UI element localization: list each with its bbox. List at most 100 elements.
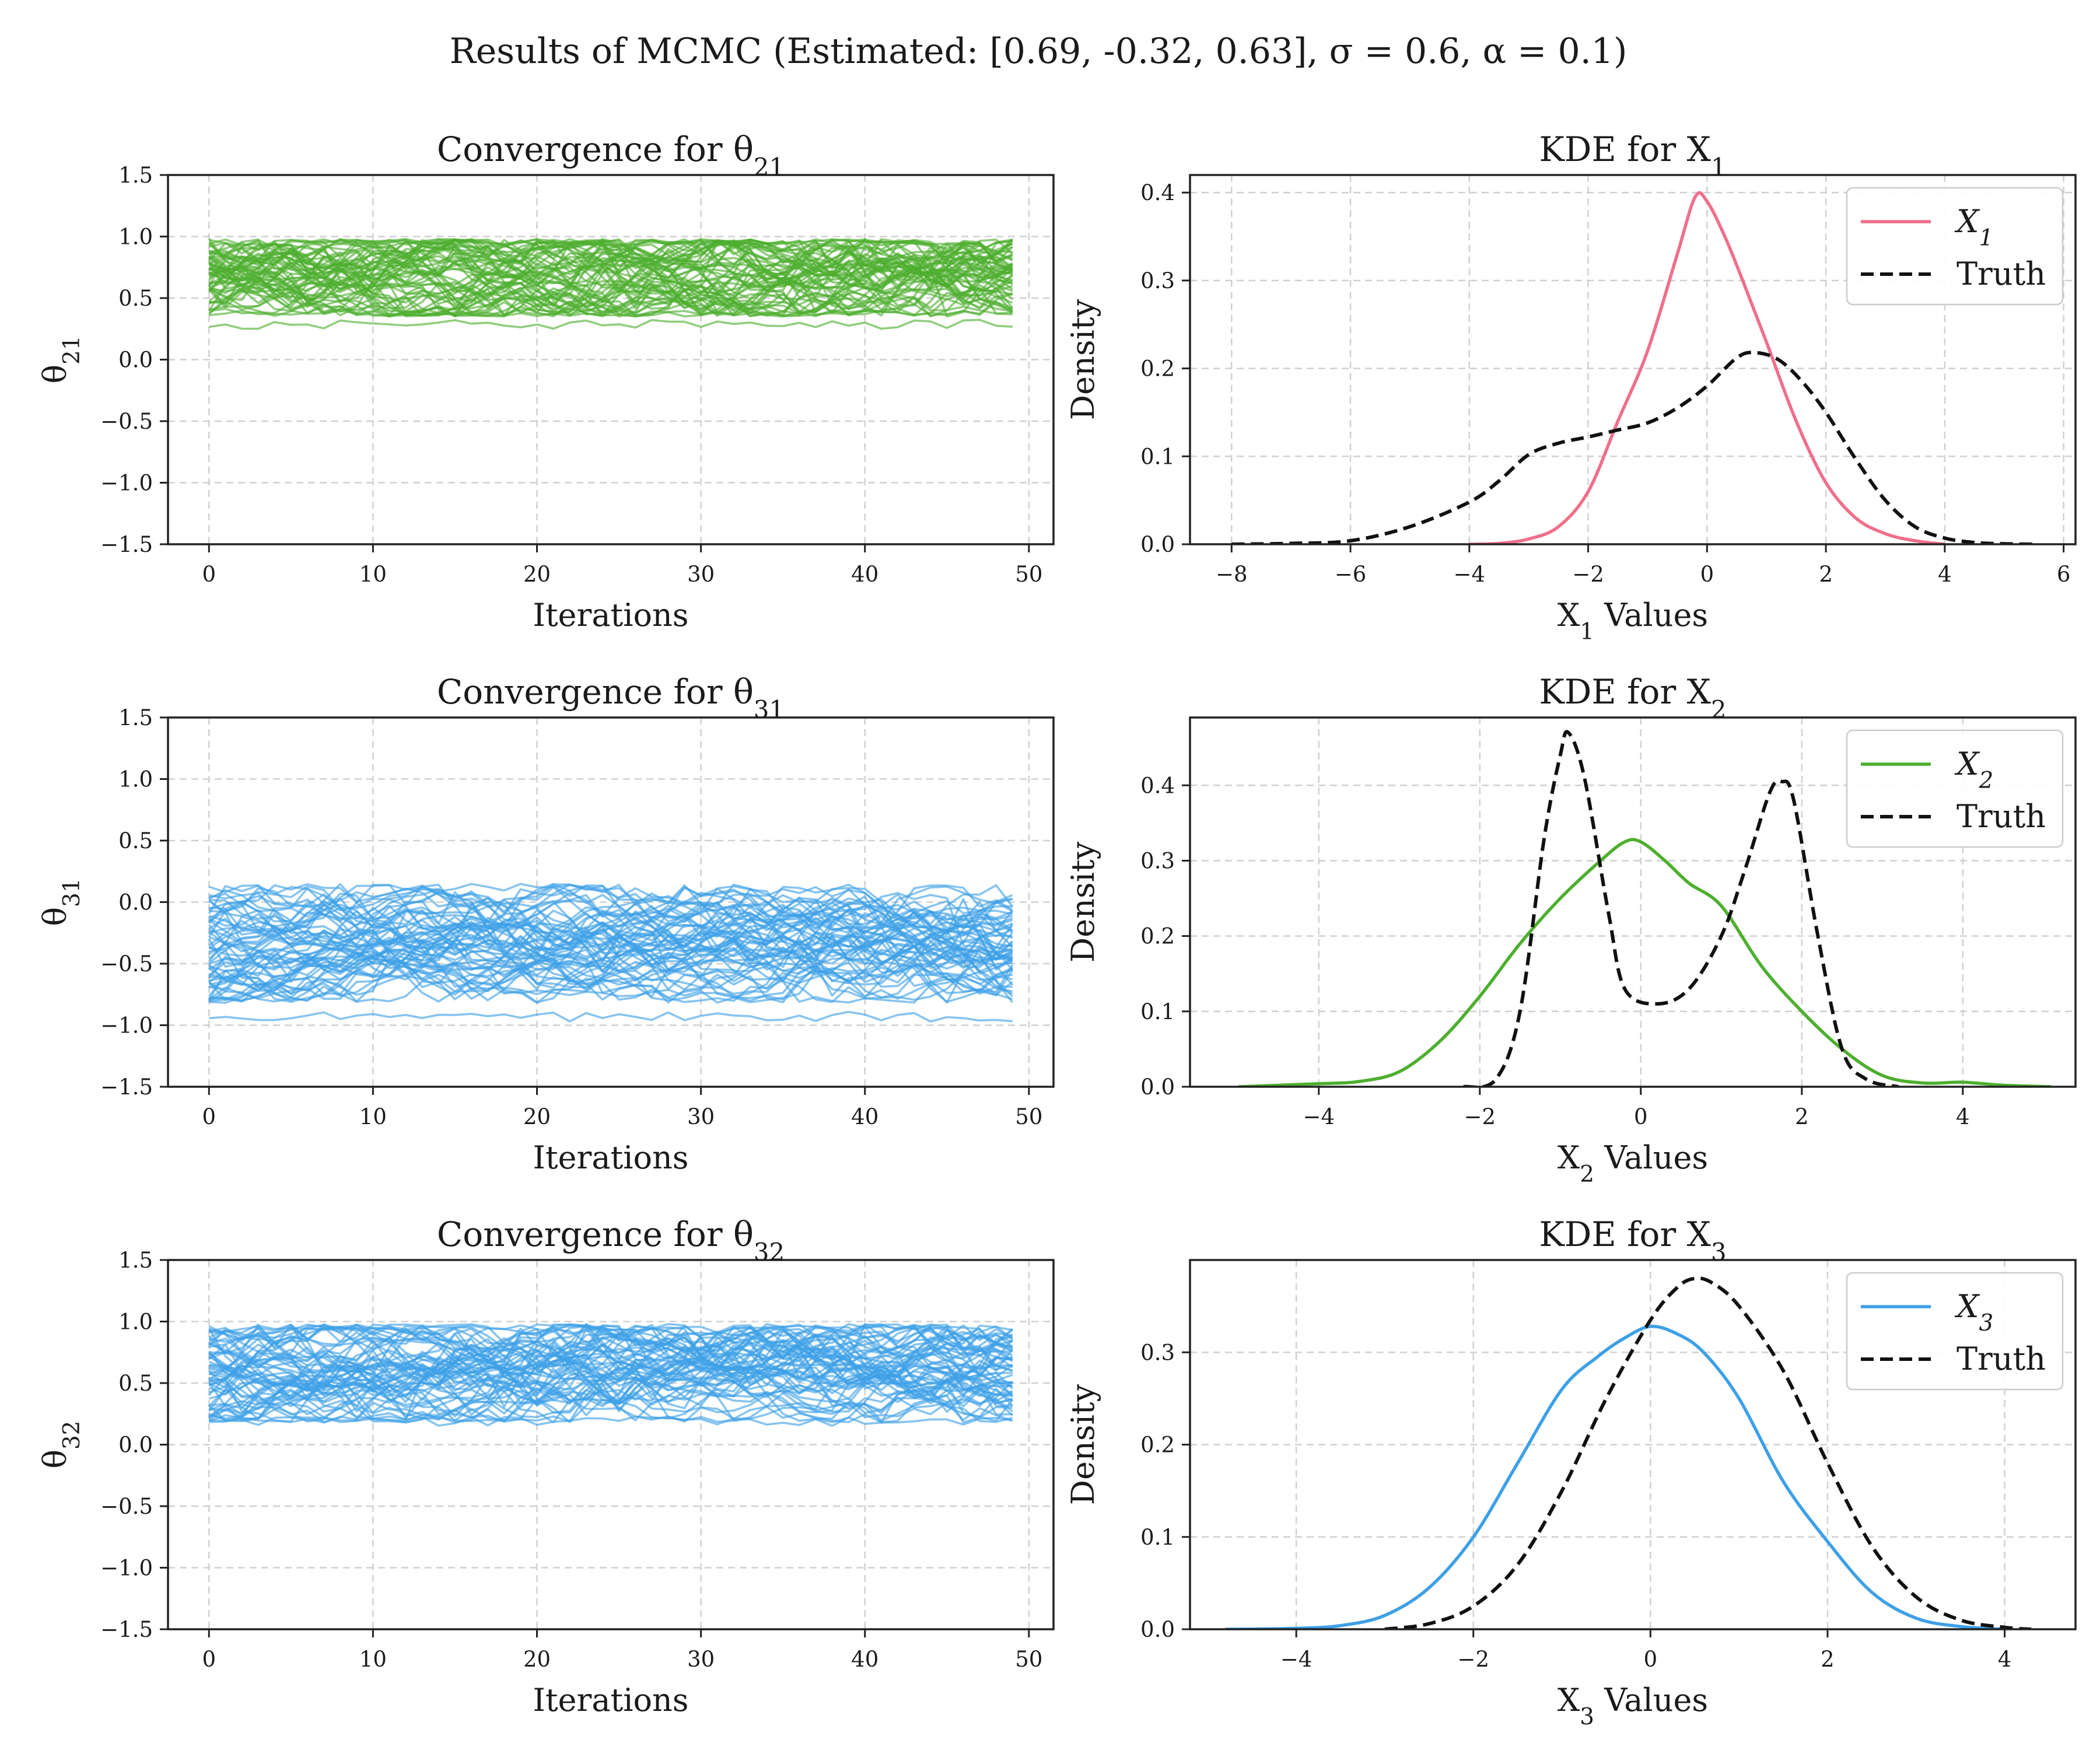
panel-title-subscript: 1 (1711, 153, 1727, 181)
x-tick-label: 40 (851, 562, 878, 587)
x-tick-label: 0 (1644, 1647, 1658, 1672)
x-tick-label: −2 (1464, 1104, 1496, 1129)
panel-title-base: KDE for X (1539, 130, 1711, 169)
x-tick-label: 40 (851, 1104, 878, 1129)
chain-trace (208, 903, 1013, 1002)
x-axis-label-rest: Values (1594, 1139, 1708, 1176)
chain-trace (208, 883, 1014, 967)
x-tick-label: 0 (202, 562, 216, 587)
x-axis-label: Iterations (533, 597, 689, 634)
x-axis-label-base: X (1558, 1682, 1580, 1718)
y-tick-label: 0.5 (118, 286, 153, 311)
x-tick-label: 10 (359, 562, 387, 587)
y-tick-label: −0.5 (100, 951, 153, 977)
chain-trace (208, 238, 1013, 318)
x-axis-label: X1 Values (1558, 597, 1708, 645)
y-tick-label: 1.5 (118, 1248, 153, 1273)
legend: X3 Truth (1846, 1272, 2064, 1391)
y-tick-label: 0.4 (1140, 773, 1175, 798)
legend-label: Truth (1957, 256, 2046, 292)
series-line-truth (1231, 351, 2034, 544)
x-tick-label: 20 (523, 1104, 551, 1129)
x-axis-label: X2 Values (1558, 1139, 1708, 1188)
y-axis-label: θ32 (37, 1421, 85, 1469)
y-tick-label: 0.3 (1140, 268, 1175, 293)
y-axis-label: θ21 (37, 336, 85, 384)
chain-trace (208, 884, 1014, 1002)
y-tick-label: −1.5 (100, 1074, 153, 1100)
subplot-grid: 0 10 20 30 40 50−1.5−1.0−0.50.00.51.01.5Conve… (37, 130, 2077, 1730)
plot-area (208, 237, 1014, 330)
series-line-kde (1225, 1325, 2005, 1629)
plot-area (208, 1323, 1014, 1427)
y-tick-label: 1.0 (118, 225, 153, 250)
x-tick-label: 30 (687, 562, 715, 587)
chain-trace (209, 1415, 1013, 1427)
x-tick-label: 40 (851, 1647, 878, 1672)
x-tick-label: 0 (1700, 562, 1714, 587)
chain-trace (208, 262, 1013, 318)
legend-label-base: X (1954, 1288, 1980, 1325)
y-tick-label: −1.0 (100, 1556, 153, 1581)
y-tick-label: 1.5 (118, 163, 153, 188)
y-tick-label: 0.2 (1140, 1433, 1175, 1458)
axes-frame (1189, 716, 2077, 1088)
chain-trace (208, 239, 1013, 313)
x-tick-label: −2 (1457, 1647, 1489, 1672)
chain-trace (208, 239, 1013, 317)
chain-trace (208, 1323, 1013, 1404)
y-axis-label: Density (1065, 1384, 1101, 1505)
y-tick-label: −0.5 (100, 1494, 153, 1519)
panel-title-base: Convergence for θ (437, 130, 754, 169)
figure-suptitle: Results of MCMC (Estimated: [0.69, -0.32… (450, 31, 1628, 72)
y-tick-label: 0.0 (1140, 1074, 1175, 1100)
series-line-kde (1238, 838, 2052, 1087)
panel-title: Convergence for θ21 (437, 130, 785, 181)
chain-trace (208, 1334, 1013, 1424)
panel-title-base: KDE for X (1539, 672, 1711, 712)
chain-trace (208, 883, 1013, 984)
chain-trace (208, 1326, 1013, 1401)
y-tick-label: 0.4 (1140, 180, 1175, 205)
chain-trace (208, 261, 1013, 317)
chain-trace (208, 892, 1014, 999)
y-tick-label: 0.5 (118, 828, 153, 853)
x-tick-label: 10 (359, 1104, 387, 1129)
y-tick-label: 1.0 (118, 767, 153, 792)
legend-label-base: X (1954, 746, 1980, 782)
y-tick-label: 0.0 (1140, 532, 1175, 557)
chain-trace (209, 897, 1013, 991)
y-tick-label: 0.2 (1140, 924, 1175, 949)
x-tick-label: 50 (1015, 1104, 1042, 1129)
x-tick-label: 6 (2057, 562, 2071, 587)
x-tick-label: 2 (1821, 1647, 1835, 1672)
legend: X1 Truth (1846, 187, 2064, 306)
panel-title: KDE for X3 (1539, 1214, 1726, 1266)
x-axis-label-rest: Values (1594, 1682, 1708, 1718)
x-axis-label-subscript: 2 (1580, 1161, 1594, 1188)
x-tick-label: −4 (1454, 562, 1486, 587)
legend-label-subscript: 3 (1979, 1310, 1993, 1336)
x-tick-label: −4 (1280, 1647, 1312, 1672)
x-tick-label: 30 (687, 1104, 715, 1129)
chain-trace (209, 318, 1013, 330)
x-axis-label: Iterations (533, 1139, 689, 1176)
legend-label: Truth (1957, 1340, 2046, 1377)
chain-trace (208, 240, 1013, 318)
y-tick-label: 0.5 (118, 1371, 153, 1396)
y-tick-label: −1.0 (100, 471, 153, 496)
y-tick-label: 0.0 (118, 1433, 153, 1458)
y-tick-label: 0.1 (1140, 1525, 1175, 1550)
y-tick-label: 0.1 (1140, 999, 1175, 1024)
series-line-kde (1469, 191, 1945, 544)
y-tick-label: −1.5 (100, 532, 153, 557)
x-axis-label-subscript: 1 (1580, 619, 1594, 645)
x-axis-label-base: X (1558, 1139, 1580, 1176)
x-axis-label-subscript: 3 (1580, 1704, 1594, 1730)
y-tick-label: 1.0 (118, 1310, 153, 1335)
axes-frame (1189, 174, 2077, 545)
x-tick-label: −4 (1303, 1104, 1335, 1129)
